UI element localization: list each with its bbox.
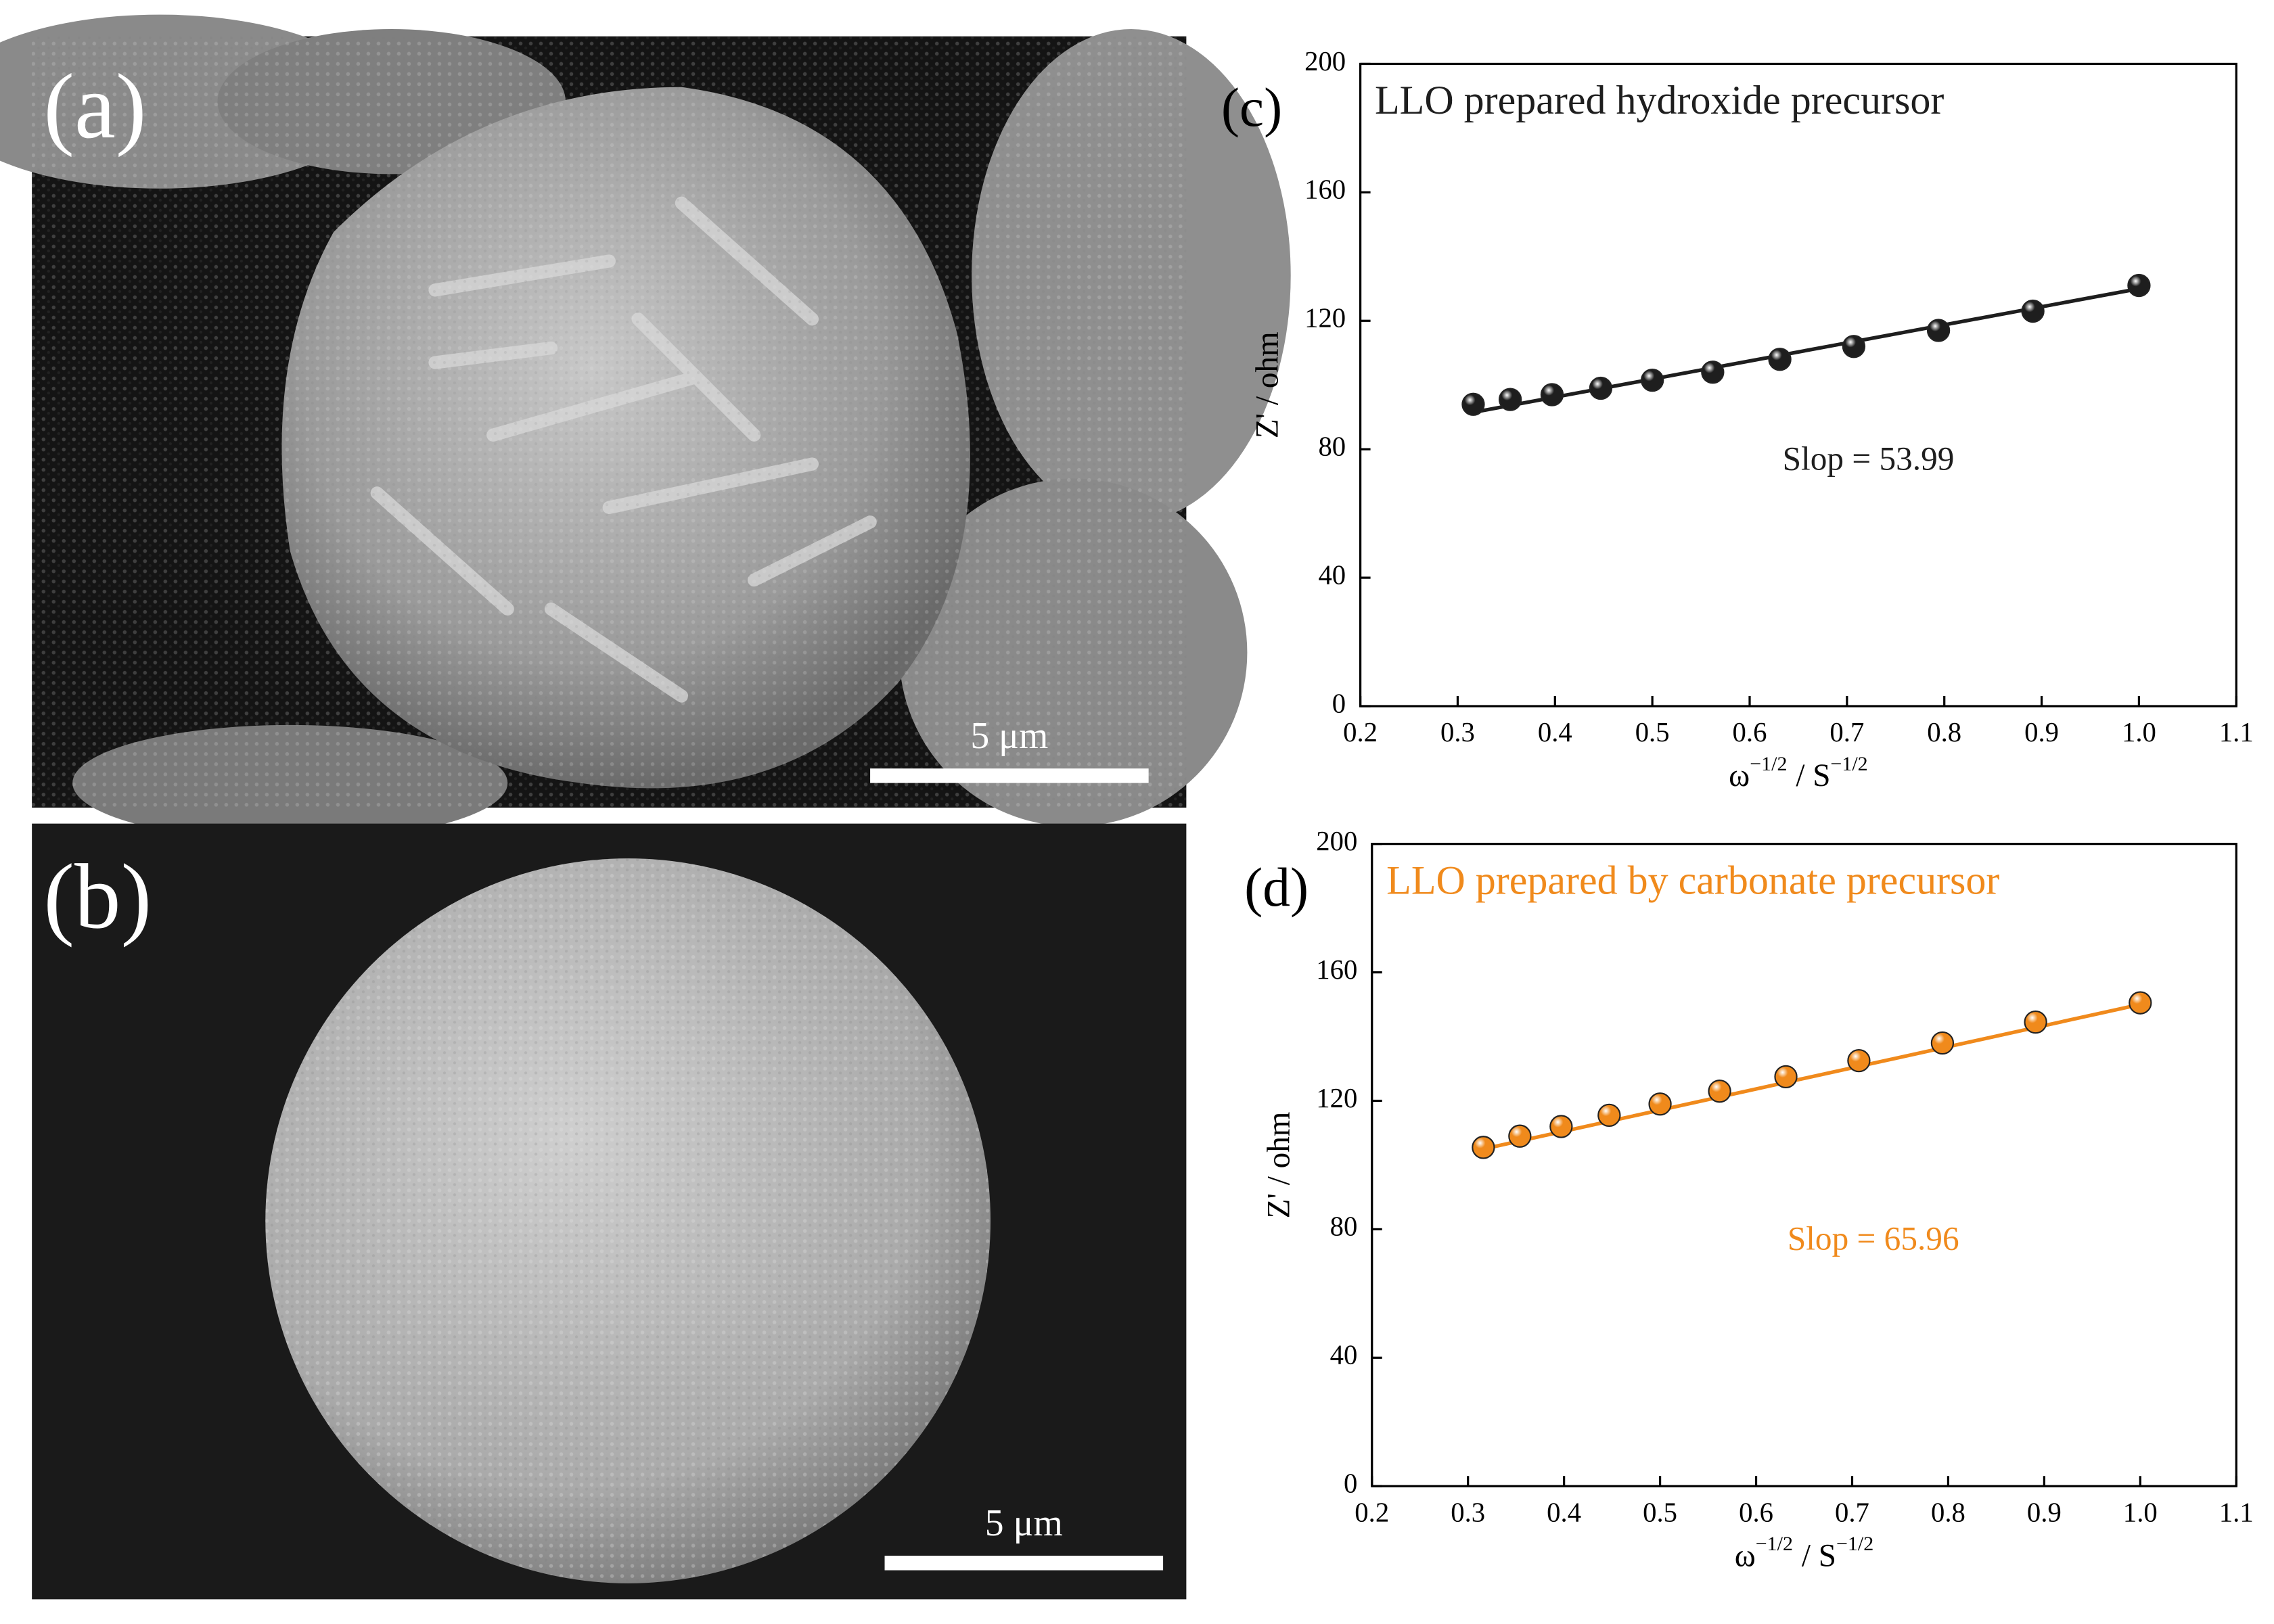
x-axis-label: ω−1/2/ S−1/2 — [1729, 753, 1868, 793]
x-axis-label: ω−1/2/ S−1/2 — [1735, 1533, 1874, 1573]
x-tick-label: 0.9 — [2027, 1497, 2062, 1527]
chart: 0.2 0.3 0.4 0.5 0.6 0.7 0.8 0.9 1.0 1.1 0 40 80 120 16… — [1221, 46, 2254, 793]
x-axis-label-part: / S — [1802, 1538, 1836, 1573]
x-tick-label: 1.0 — [2122, 717, 2156, 747]
y-tick-label: 0 — [1332, 688, 1346, 718]
x-axis-label-part: ω — [1729, 758, 1750, 793]
x-tick-label: 0.4 — [1547, 1497, 1581, 1527]
x-tick-label: 0.7 — [1829, 717, 1864, 747]
x-tick-label: 0.9 — [2024, 717, 2059, 747]
data-point — [2127, 273, 2151, 298]
x-tick-label: 0.8 — [1931, 1497, 1965, 1527]
x-tick-label: 0.6 — [1733, 717, 1767, 747]
x-tick-label: 0.2 — [1343, 717, 1378, 747]
chart: 0.2 0.3 0.4 0.5 0.6 0.7 0.8 0.9 1.0 1.1 0 40 80 120 16… — [1244, 826, 2254, 1573]
data-point — [2129, 991, 2152, 1015]
x-axis-label-part: ω — [1735, 1538, 1756, 1573]
x-axis-label-sup: −1/2 — [1756, 1533, 1793, 1555]
data-point — [2021, 299, 2045, 323]
data-point — [1549, 1115, 1573, 1138]
sem-image-a: 5 μm (a) — [0, 14, 1291, 841]
x-tick-label: 0.5 — [1643, 1497, 1677, 1527]
annotation: Slop = 65.96 — [1788, 1220, 1959, 1257]
y-tick-label: 120 — [1304, 303, 1346, 333]
data-point — [1461, 392, 1485, 416]
y-tick-label: 120 — [1316, 1083, 1357, 1113]
x-tick-label: 1.1 — [2219, 1497, 2254, 1527]
sem-image-b: 5 μm (b) — [32, 823, 1187, 1600]
data-point — [1708, 1080, 1731, 1103]
y-axis-label: Z' / ohm — [1262, 1112, 1297, 1219]
data-point — [1847, 1048, 1871, 1073]
y-tick-label: 80 — [1330, 1211, 1358, 1242]
x-tick-label: 0.2 — [1355, 1497, 1389, 1527]
scale-bar-label: 5 μm — [970, 715, 1048, 757]
y-tick-label: 40 — [1330, 1340, 1358, 1370]
x-axis-label-sup: −1/2 — [1750, 753, 1787, 775]
x-tick-label: 0.3 — [1440, 717, 1475, 747]
data-point — [1768, 348, 1792, 371]
y-tick-label: 80 — [1318, 432, 1346, 462]
data-point — [1597, 1103, 1621, 1127]
data-point — [1498, 388, 1522, 411]
x-axis-label-part: / S — [1796, 758, 1830, 793]
data-point — [1589, 376, 1613, 400]
y-tick-label: 160 — [1316, 954, 1357, 985]
annotation: Slop = 53.99 — [1783, 440, 1955, 478]
y-tick-label: 160 — [1304, 175, 1346, 205]
data-point — [1842, 335, 1866, 358]
y-tick-label: 40 — [1318, 559, 1346, 590]
data-point — [1648, 1092, 1672, 1116]
x-tick-label: 1.1 — [2219, 717, 2254, 747]
data-point — [2024, 1011, 2047, 1034]
data-point — [1774, 1065, 1798, 1089]
x-tick-label: 0.6 — [1739, 1497, 1773, 1527]
data-point — [1926, 319, 1951, 342]
y-tick-label: 0 — [1344, 1468, 1357, 1499]
chart-title: LLO prepared by carbonate precursor — [1386, 858, 1999, 902]
scale-bar-label: 5 μm — [985, 1502, 1063, 1544]
x-tick-label: 1.0 — [2123, 1497, 2158, 1527]
plot-frame — [1359, 62, 2237, 707]
data-point — [1508, 1124, 1532, 1148]
plot-frame — [1371, 843, 2237, 1487]
panel-label: (b) — [43, 845, 152, 948]
panel-label: (d) — [1244, 856, 1309, 918]
x-axis-label-sup: −1/2 — [1836, 1533, 1873, 1555]
x-tick-label: 0.4 — [1538, 717, 1572, 747]
x-axis-label-sup: −1/2 — [1830, 753, 1867, 775]
data-point — [1930, 1031, 1955, 1055]
x-tick-label: 0.3 — [1451, 1497, 1485, 1527]
data-point — [1641, 368, 1664, 392]
x-tick-label: 0.7 — [1835, 1497, 1869, 1527]
x-tick-label: 0.5 — [1635, 717, 1670, 747]
chart-title: LLO prepared hydroxide precursor — [1375, 78, 1944, 122]
data-point — [1540, 383, 1564, 407]
panel-label: (a) — [43, 55, 146, 158]
y-tick-label: 200 — [1316, 826, 1357, 856]
data-point — [1472, 1136, 1495, 1159]
panel-label: (c) — [1221, 76, 1282, 138]
y-tick-label: 200 — [1304, 46, 1346, 76]
data-point — [1701, 361, 1725, 384]
y-axis-label: Z' / ohm — [1250, 331, 1286, 438]
x-tick-label: 0.8 — [1927, 717, 1961, 747]
